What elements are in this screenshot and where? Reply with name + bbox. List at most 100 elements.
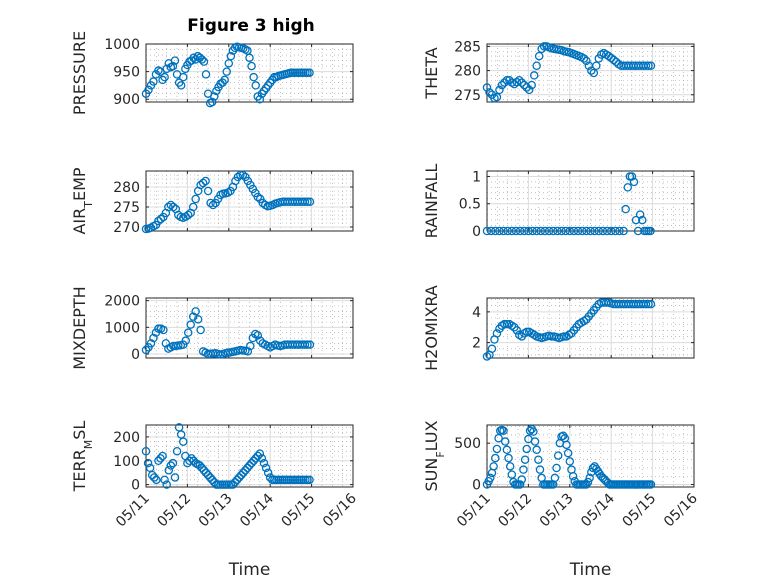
data-point — [646, 226, 655, 236]
data-point — [507, 226, 517, 236]
data-point — [195, 461, 205, 470]
data-point — [644, 299, 653, 309]
data-point — [305, 340, 315, 349]
data-point — [505, 462, 515, 471]
y-tick-label: 2 — [472, 336, 481, 352]
data-point — [201, 70, 211, 79]
data-point — [257, 454, 267, 463]
data-point — [522, 327, 531, 337]
data-point — [512, 77, 522, 87]
data-point — [188, 202, 198, 212]
data-point — [561, 226, 570, 236]
x-tick-label: 05/11 — [113, 491, 153, 531]
data-point — [602, 226, 612, 236]
data-point — [141, 446, 151, 456]
data-point — [598, 226, 608, 236]
subplot-terr-msl: 0 100 200 TERRMSL 05/11 05/12 05/13 05/14 05/15 0… — [70, 421, 360, 580]
y-axis-label: TERRMSL — [70, 421, 95, 493]
axes-frame — [145, 43, 354, 103]
data-point — [164, 466, 174, 475]
data-point — [579, 54, 589, 63]
data-point — [305, 197, 315, 207]
data-point — [176, 81, 186, 90]
data-point — [502, 76, 512, 85]
data-point — [183, 210, 193, 220]
y-tick-label: 2000 — [104, 294, 140, 310]
data-point — [149, 333, 158, 343]
data-point — [507, 470, 517, 479]
data-point — [530, 437, 540, 446]
y-tick-label: 0 — [472, 224, 481, 240]
data-point — [203, 470, 213, 480]
data-point — [522, 83, 531, 92]
data-point — [550, 473, 560, 483]
data-point — [261, 463, 271, 473]
data-point — [160, 72, 169, 82]
x-axis-label: Time — [228, 560, 271, 580]
data-point — [553, 226, 562, 236]
data-point — [159, 325, 168, 335]
data-point — [644, 61, 653, 71]
data-point — [201, 176, 210, 186]
data-point — [241, 466, 250, 475]
data-point — [208, 200, 218, 210]
data-point — [611, 226, 620, 236]
data-point — [226, 51, 236, 61]
data-point — [517, 475, 527, 484]
figure-title: Figure 3 high — [187, 16, 315, 36]
data-point — [522, 444, 531, 454]
data-point — [534, 455, 543, 464]
data-point — [594, 226, 604, 236]
data-point — [539, 42, 549, 51]
data-point — [623, 183, 633, 192]
data-point — [162, 480, 171, 489]
data-point — [585, 473, 594, 483]
data-point — [563, 448, 573, 458]
data-point — [629, 177, 639, 187]
data-point — [641, 299, 651, 309]
data-point — [534, 51, 544, 61]
x-tick-label: 05/12 — [154, 491, 194, 531]
data-point — [236, 470, 246, 480]
y-tick-label: 0 — [131, 478, 140, 494]
data-point — [592, 61, 601, 71]
y-tick-label: 285 — [454, 39, 481, 55]
data-point — [303, 197, 312, 207]
data-point — [230, 477, 240, 487]
data-point — [207, 475, 217, 485]
x-tick-label: 05/13 — [537, 491, 577, 531]
y-tick-label: 280 — [454, 64, 481, 80]
data-point — [527, 80, 536, 90]
data-point — [499, 226, 508, 236]
y-tick-label: 0.5 — [459, 197, 481, 213]
data-point — [638, 215, 647, 225]
data-point — [569, 226, 579, 236]
axes-frame — [145, 170, 354, 232]
data-point — [544, 226, 554, 236]
data-point — [166, 461, 176, 470]
y-tick-label: 1 — [472, 169, 481, 185]
data-point — [524, 226, 533, 236]
x-tick-label: 05/14 — [578, 490, 618, 530]
y-tick-label: 1000 — [104, 320, 140, 336]
data-point — [487, 344, 497, 354]
data-point — [255, 94, 265, 104]
data-point — [228, 480, 238, 489]
data-point — [525, 426, 535, 436]
y-axis-label: THETA — [422, 47, 441, 99]
y-axis-label: H2OMIXRA — [422, 285, 441, 371]
data-point — [234, 473, 244, 482]
data-point — [492, 329, 502, 338]
data-point — [633, 226, 643, 236]
data-point — [181, 336, 190, 345]
y-tick-label: 275 — [454, 88, 481, 104]
data-point — [154, 456, 163, 466]
data-point — [646, 299, 656, 309]
data-point — [249, 456, 258, 466]
data-point — [152, 475, 161, 485]
data-point — [519, 465, 528, 474]
data-point — [562, 440, 571, 450]
data-point — [198, 178, 208, 188]
